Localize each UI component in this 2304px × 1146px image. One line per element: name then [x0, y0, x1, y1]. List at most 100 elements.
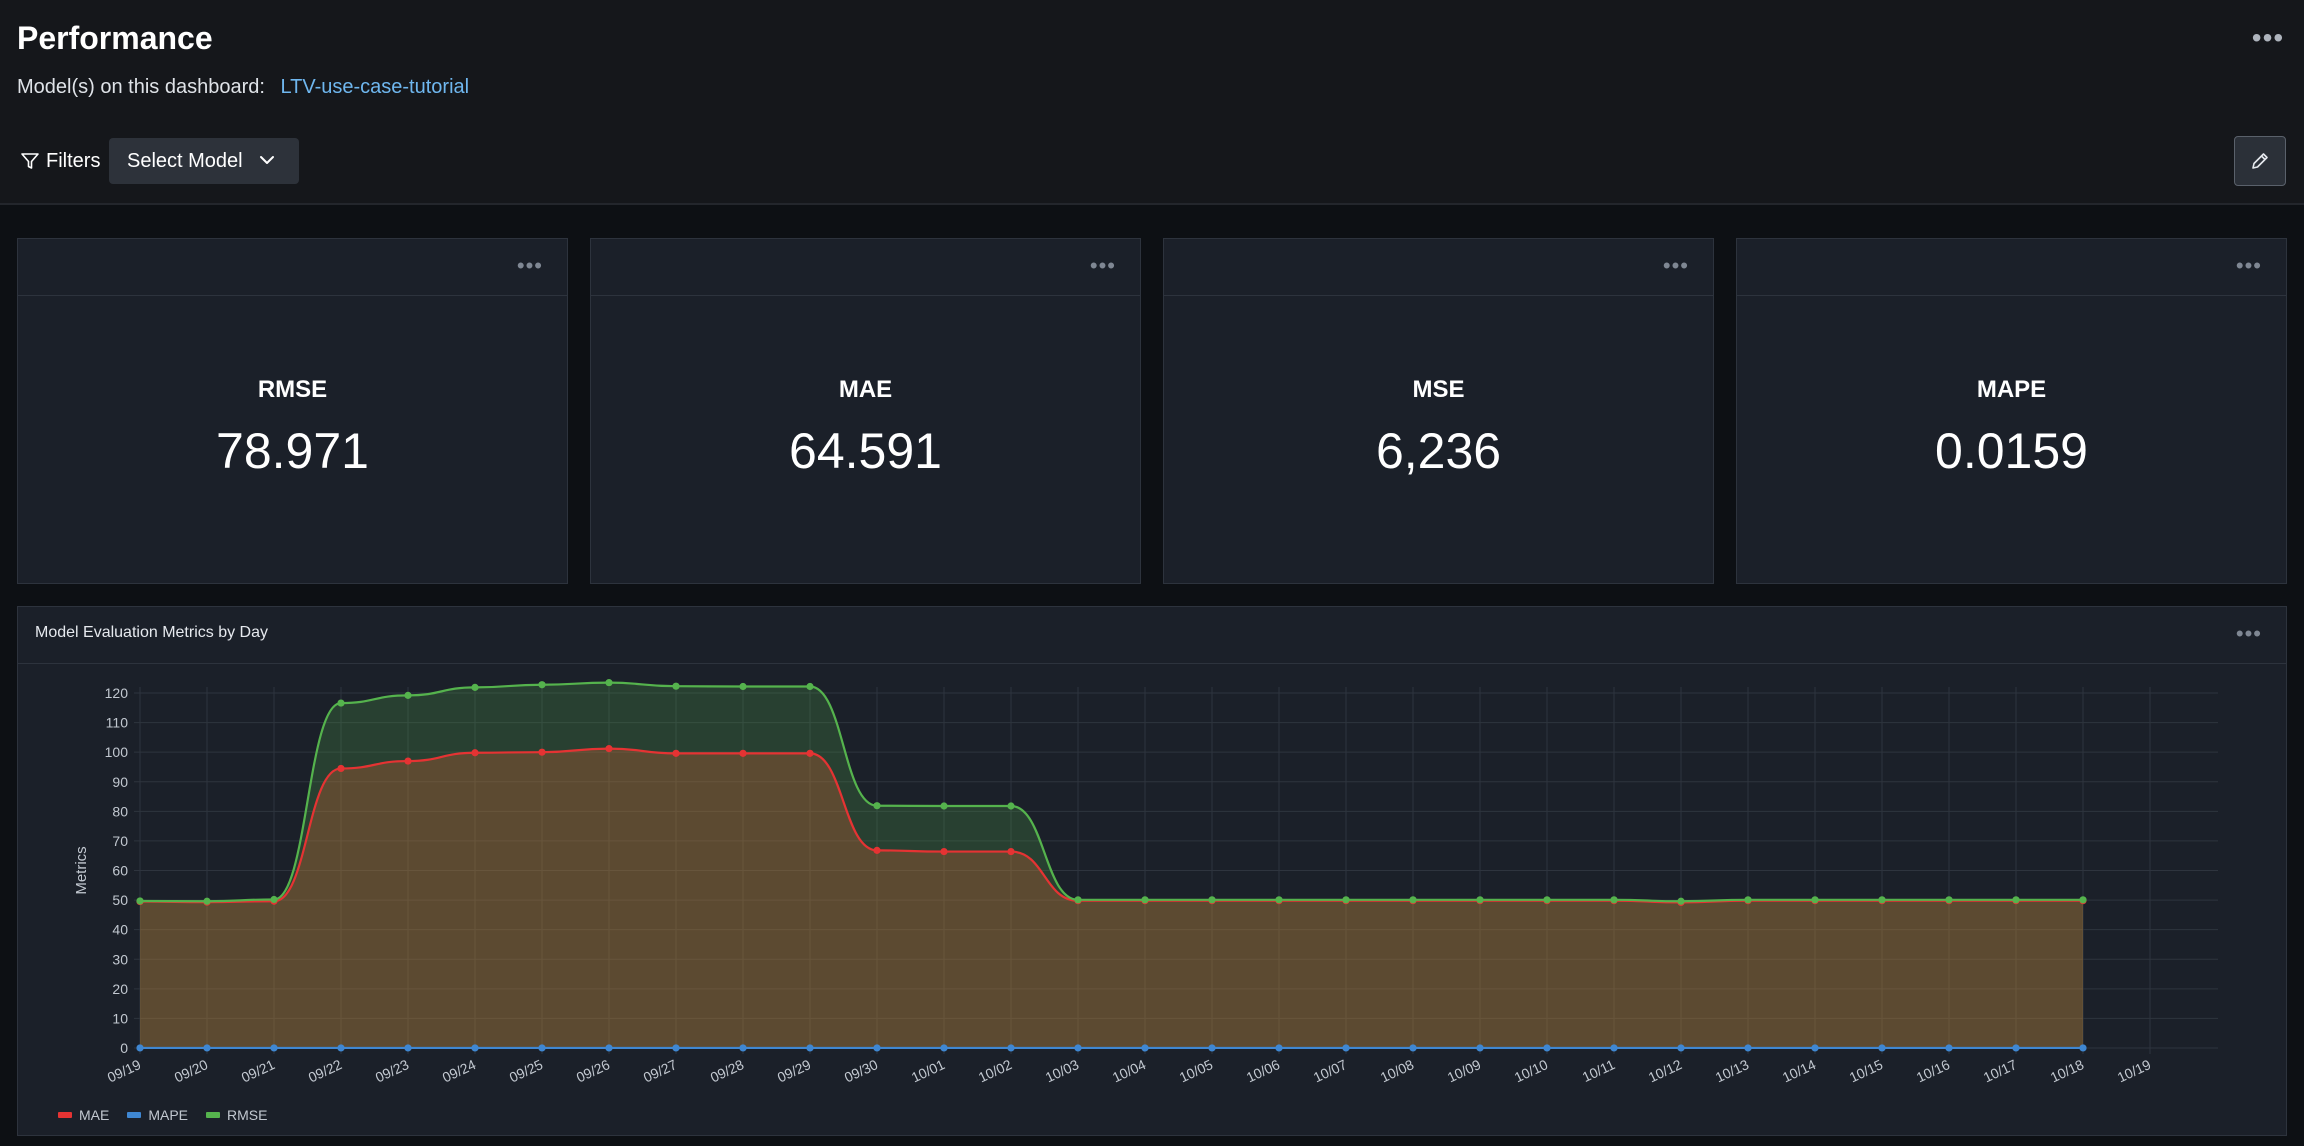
data-point-rmse: [1342, 896, 1350, 904]
more-horizontal-icon[interactable]: •••: [516, 253, 543, 278]
data-point-rmse: [136, 897, 144, 905]
data-point-mape: [1945, 1044, 1953, 1052]
data-point-rmse: [1945, 896, 1953, 904]
data-point-rmse: [1409, 896, 1417, 904]
data-point-mape: [806, 1044, 814, 1052]
data-point-rmse: [940, 802, 948, 810]
data-point-rmse: [1141, 896, 1149, 904]
card-header: •••: [1164, 239, 1713, 296]
series-area-rmse: [140, 682, 2083, 1048]
x-tick-label: 09/26: [574, 1056, 613, 1085]
data-point-mape: [471, 1044, 479, 1052]
metric-name: MSE: [1412, 376, 1465, 403]
data-point-mae: [471, 749, 479, 757]
edit-dashboard-button[interactable]: [2234, 136, 2286, 186]
data-point-mape: [1074, 1044, 1082, 1052]
pencil-icon: [2252, 153, 2268, 169]
chart-title: Model Evaluation Metrics by Day: [35, 624, 268, 641]
data-point-mae: [873, 846, 881, 854]
x-tick-label: 10/15: [1847, 1056, 1886, 1085]
legend-swatch: [206, 1112, 221, 1118]
x-tick-label: 10/10: [1512, 1056, 1551, 1085]
data-point-rmse: [672, 682, 680, 690]
y-tick-label: 20: [112, 981, 128, 997]
data-point-mae: [739, 749, 747, 757]
filters-label: Filters: [46, 149, 101, 172]
data-point-mape: [1007, 1044, 1015, 1052]
x-tick-label: 09/28: [708, 1056, 747, 1085]
legend-swatch: [58, 1112, 72, 1118]
x-tick-label: 09/25: [507, 1056, 546, 1085]
model-link[interactable]: LTV-use-case-tutorial: [280, 76, 470, 98]
y-tick-label: 0: [120, 1040, 128, 1056]
metric-value: 0.0159: [1935, 423, 2088, 479]
legend-label: RMSE: [227, 1107, 268, 1123]
y-tick-label: 40: [112, 922, 128, 938]
data-point-mape: [136, 1044, 144, 1052]
page-title: Performance: [17, 20, 213, 56]
y-tick-label: 30: [112, 951, 128, 967]
series-area-mae: [140, 748, 2083, 1048]
data-point-mae: [337, 764, 345, 773]
data-point-rmse: [1811, 896, 1819, 904]
data-point-mape: [1208, 1044, 1216, 1052]
x-tick-label: 09/20: [172, 1056, 211, 1085]
models-label: Model(s) on this dashboard:: [17, 76, 265, 98]
metric-name: RMSE: [257, 376, 328, 403]
more-horizontal-icon[interactable]: •••: [1089, 253, 1116, 278]
data-point-rmse: [471, 683, 479, 691]
filter-icon: [21, 153, 39, 169]
more-horizontal-icon[interactable]: •••: [2235, 621, 2262, 646]
x-tick-label: 09/27: [641, 1056, 680, 1085]
data-point-rmse: [1610, 896, 1618, 904]
metric-value: 6,236: [1375, 423, 1502, 479]
data-point-mae: [940, 847, 948, 856]
x-tick-label: 09/21: [239, 1056, 278, 1085]
x-tick-label: 10/12: [1646, 1056, 1685, 1085]
data-point-mape: [1744, 1044, 1752, 1052]
data-point-rmse: [2079, 896, 2087, 904]
chevron-down-icon: [260, 156, 274, 164]
more-horizontal-icon[interactable]: •••: [2251, 22, 2285, 53]
more-horizontal-icon[interactable]: •••: [1662, 253, 1689, 278]
data-point-mae: [538, 748, 546, 756]
data-point-rmse: [739, 682, 747, 691]
data-point-mape: [1811, 1044, 1819, 1052]
x-tick-label: 10/13: [1713, 1056, 1752, 1085]
data-point-rmse: [1074, 896, 1082, 904]
x-tick-label: 10/04: [1110, 1056, 1149, 1085]
metric-name: MAPE: [1976, 376, 2047, 403]
card-header: •••: [18, 239, 567, 296]
data-point-mae: [605, 745, 613, 753]
chart-legend: MAE MAPE RMSE: [58, 1107, 285, 1123]
x-tick-label: 10/02: [976, 1056, 1015, 1085]
legend-item-mae[interactable]: MAE: [58, 1107, 109, 1123]
metric-value: 64.591: [789, 423, 942, 479]
data-point-mape: [940, 1044, 948, 1052]
data-point-mape: [1878, 1044, 1886, 1052]
x-tick-label: 10/05: [1177, 1056, 1216, 1085]
data-point-rmse: [337, 699, 345, 707]
data-point-rmse: [873, 802, 881, 810]
data-point-mape: [1409, 1044, 1417, 1052]
data-point-rmse: [270, 895, 278, 904]
data-point-rmse: [2012, 896, 2020, 904]
data-point-rmse: [806, 682, 814, 691]
dashboard-header: Performance ••• Model(s) on this dashboa…: [0, 0, 2304, 205]
legend-item-mape[interactable]: MAPE: [127, 1107, 188, 1123]
legend-item-rmse[interactable]: RMSE: [206, 1107, 267, 1123]
data-point-mape: [203, 1044, 211, 1052]
data-point-mape: [2012, 1044, 2020, 1052]
x-tick-label: 09/19: [105, 1056, 144, 1085]
card-header: •••: [591, 239, 1140, 296]
legend-swatch: [127, 1112, 142, 1118]
select-model-dropdown[interactable]: Select Model: [109, 138, 299, 184]
filters-button[interactable]: Filters: [20, 148, 100, 174]
x-tick-label: 10/11: [1580, 1056, 1618, 1085]
x-tick-label: 10/06: [1244, 1056, 1283, 1085]
more-horizontal-icon[interactable]: •••: [2235, 253, 2262, 278]
metric-card-mape: ••• MAPE 0.0159: [1736, 238, 2287, 584]
data-point-mape: [1610, 1044, 1618, 1052]
data-point-mape: [873, 1044, 881, 1052]
data-point-rmse: [1677, 897, 1685, 905]
